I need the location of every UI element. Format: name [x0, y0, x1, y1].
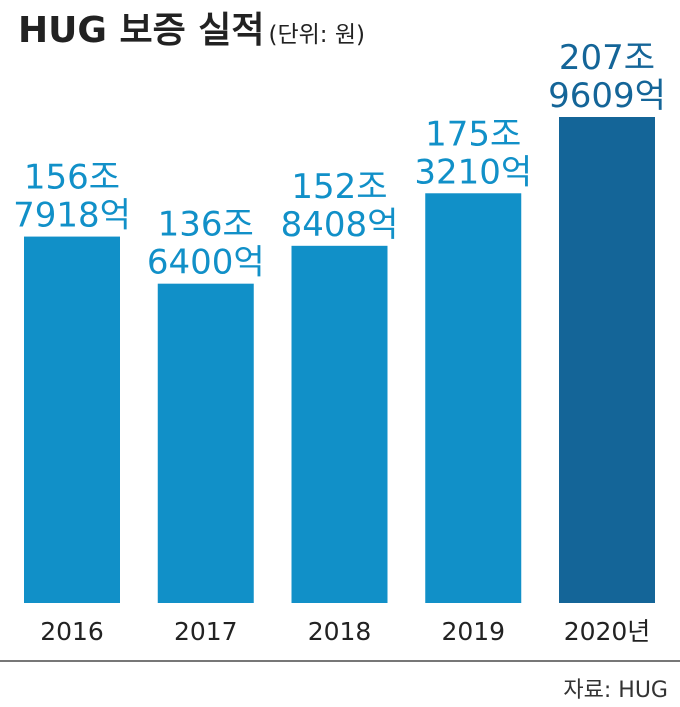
value-label: 175조 [425, 114, 521, 154]
title: HUG 보증 실적 [18, 10, 264, 51]
value-label: 3210억 [414, 152, 532, 192]
value-label: 9609억 [548, 76, 666, 116]
x-tick-label: 2019 [441, 617, 505, 646]
source: 자료: HUG [563, 678, 668, 703]
value-label: 156조 [24, 158, 120, 198]
value-label: 152조 [291, 167, 387, 207]
bar [425, 193, 522, 603]
x-tick-label: 2016 [40, 617, 104, 646]
value-label: 7918억 [13, 196, 131, 236]
subtitle: (단위: 원) [268, 22, 365, 48]
bar [157, 283, 254, 603]
value-label: 207조 [559, 38, 655, 78]
value-label: 136조 [158, 205, 254, 245]
bar [291, 245, 388, 603]
value-label: 6400억 [147, 243, 265, 283]
x-tick-label: 2020년 [564, 617, 651, 646]
value-label: 8408억 [281, 205, 399, 245]
chart-title: HUG 보증 실적 (단위: 원) [18, 10, 365, 51]
bar [559, 117, 655, 603]
x-tick-label: 2018 [308, 617, 372, 646]
bar [24, 236, 120, 603]
x-tick-label: 2017 [174, 617, 238, 646]
